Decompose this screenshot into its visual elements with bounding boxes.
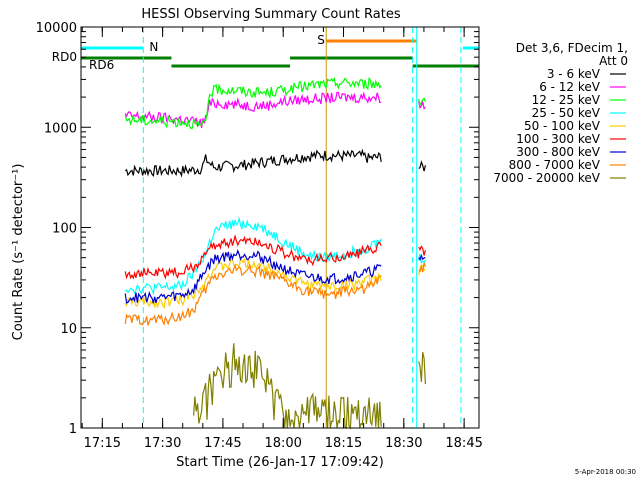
rd0-flag-label: RD0 bbox=[52, 50, 77, 64]
x-tick-label: 18:00 bbox=[264, 436, 301, 451]
n-flag-label: N bbox=[149, 40, 158, 54]
series-line bbox=[124, 148, 382, 178]
legend-header: Att 0 bbox=[599, 54, 628, 68]
y-tick-label: 100 bbox=[52, 222, 77, 237]
legend-entry-label: 12 - 25 keV bbox=[532, 93, 601, 107]
series-line bbox=[124, 233, 382, 280]
series-line bbox=[418, 99, 426, 110]
footer-date: 5-Apr-2018 00:30 bbox=[575, 468, 636, 476]
series-line bbox=[418, 351, 426, 385]
series-line bbox=[418, 262, 426, 273]
series-line bbox=[418, 264, 426, 276]
series-line bbox=[418, 245, 426, 256]
series-line bbox=[124, 263, 382, 326]
x-axis-label: Start Time (26-Jan-17 17:09:42) bbox=[176, 455, 384, 470]
y-tick-label: 10000 bbox=[36, 21, 77, 36]
series-line bbox=[418, 97, 426, 107]
y-axis-label: Count Rate (s⁻¹ detector⁻¹) bbox=[11, 164, 26, 341]
legend-entry-label: 300 - 800 keV bbox=[516, 145, 600, 159]
x-tick-label: 18:15 bbox=[325, 436, 362, 451]
x-tick-label: 17:45 bbox=[204, 436, 241, 451]
legend-entry-label: 100 - 300 keV bbox=[516, 132, 600, 146]
x-tick-label: 18:30 bbox=[385, 436, 422, 451]
x-tick-label: 17:30 bbox=[144, 436, 181, 451]
vertical-markers bbox=[142, 27, 462, 428]
legend-entry-label: 800 - 7000 keV bbox=[509, 158, 601, 172]
series-line bbox=[124, 257, 382, 310]
legend-entry-label: 6 - 12 keV bbox=[539, 80, 601, 94]
series-line bbox=[418, 253, 426, 261]
legend-entry-label: 7000 - 20000 keV bbox=[493, 171, 600, 185]
legend-header: Det 3,6, FDecim 1, bbox=[516, 41, 628, 55]
legend-entry-label: 3 - 6 keV bbox=[547, 67, 601, 81]
series-line bbox=[124, 249, 382, 304]
y-tick-label: 1000 bbox=[44, 121, 77, 136]
y-tick-label: 10 bbox=[60, 322, 77, 337]
legend-entry-label: 50 - 100 keV bbox=[524, 119, 601, 133]
legend-entry-label: 25 - 50 keV bbox=[532, 106, 601, 120]
series-line bbox=[418, 160, 426, 172]
flag-bars: N S RD0 RD6 bbox=[52, 33, 479, 72]
y-tick-label: 1 bbox=[69, 422, 77, 437]
series-layer bbox=[124, 76, 426, 430]
series-line bbox=[124, 76, 382, 130]
chart-title: HESSI Observing Summary Count Rates bbox=[141, 7, 400, 22]
series-line bbox=[418, 253, 426, 264]
x-tick-label: 17:15 bbox=[84, 436, 121, 451]
rd6-flag-label: RD6 bbox=[89, 58, 114, 72]
x-tick-label: 18:45 bbox=[445, 436, 482, 451]
x-axis-ticks: 17:15 17:30 17:45 18:00 18:15 18:30 18:45 bbox=[81, 27, 483, 451]
y-axis-ticks: 1 10 100 1000 10000 bbox=[36, 21, 479, 437]
s-flag-label: S bbox=[317, 33, 325, 47]
